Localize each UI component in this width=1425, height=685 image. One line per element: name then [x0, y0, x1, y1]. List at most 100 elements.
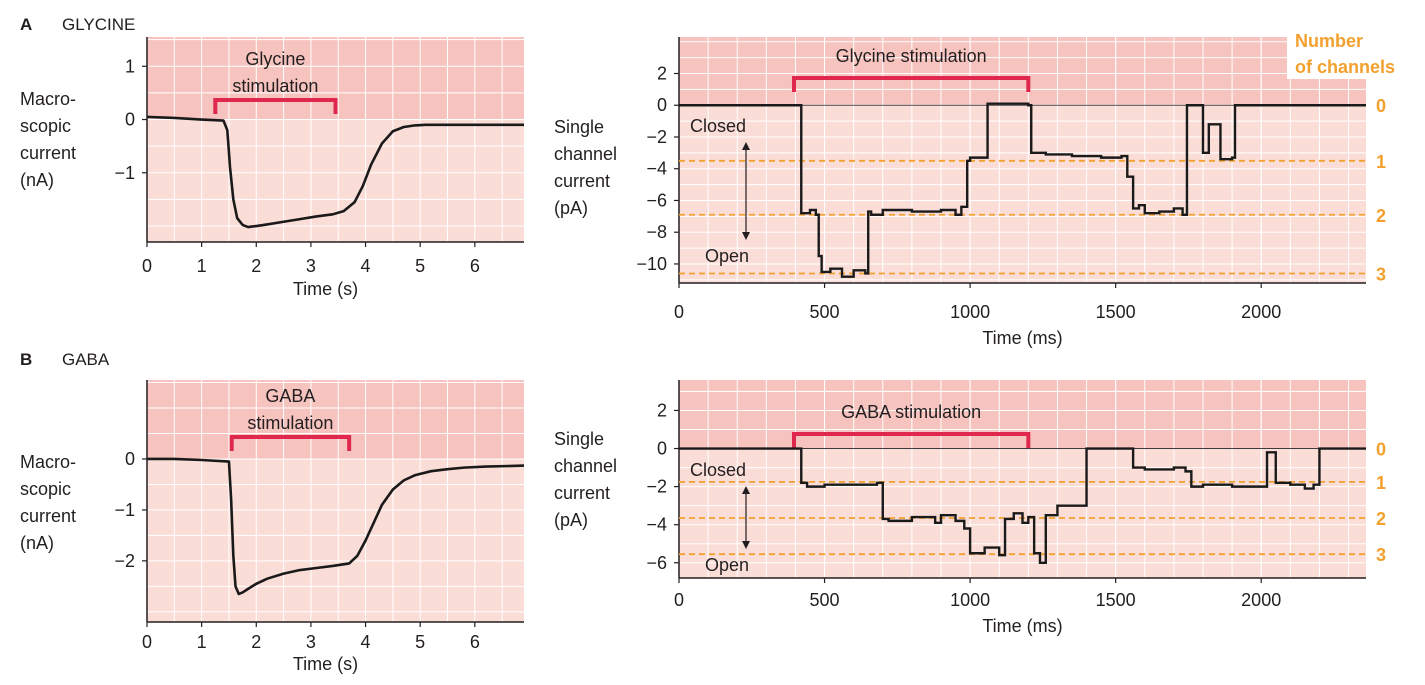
x-tick-label: 4 — [361, 256, 371, 276]
glycine-macro-ylabel: Macro- scopic current (nA) — [20, 89, 76, 190]
glycine-macroscopic-chart: 0 1 2 3 4 5 6 1 0 −1 Time (s) Glycine stimulation — [114, 37, 524, 299]
channels-legend-box — [1287, 27, 1418, 79]
stimulation-bar — [791, 76, 1031, 92]
x-tick-label: 4 — [361, 632, 371, 652]
x-tick-label: 2000 — [1241, 302, 1281, 322]
y-tick-label: 0 — [125, 449, 135, 469]
x-tick-label: 0 — [674, 590, 684, 610]
glycine-single-ylabel: Single channel current (pA) — [554, 117, 617, 218]
x-tick-label: 3 — [306, 632, 316, 652]
y-tick-label: −2 — [114, 551, 135, 571]
positive-region-shading — [679, 380, 1366, 449]
x-tick-label: 1500 — [1096, 590, 1136, 610]
y-tick-label: −1 — [114, 163, 135, 183]
current-trace — [679, 447, 1366, 564]
ylabel-line: (pA) — [554, 198, 588, 218]
stimulation-label: stimulation — [247, 413, 333, 433]
channel-count-label: 1 — [1376, 473, 1386, 493]
channel-count-label: 1 — [1376, 152, 1386, 172]
ylabel-line: current — [20, 143, 76, 163]
y-tick-label: 0 — [125, 110, 135, 130]
channel-count-label: 3 — [1376, 264, 1386, 284]
ylabel-line: current — [554, 483, 610, 503]
open-label: Open — [705, 246, 749, 266]
x-tick-label: 2 — [251, 632, 261, 652]
positive-region-shading — [679, 37, 1366, 106]
panel-b-letter: B — [20, 350, 32, 369]
stimulation-label: stimulation — [232, 76, 318, 96]
x-tick-label: 3 — [306, 256, 316, 276]
x-tick-label: 500 — [810, 590, 840, 610]
closed-label: Closed — [690, 116, 746, 136]
channel-count-label: 2 — [1376, 509, 1386, 529]
stimulation-label: GABA stimulation — [841, 402, 981, 422]
glycine-single-channel-chart: 0 500 1000 1500 2000 2 0 −2 −4 −6 −8 −10 Time (ms) 0 1… — [636, 37, 1386, 348]
x-axis-label: Time (ms) — [982, 616, 1062, 636]
ylabel-line: Single — [554, 117, 604, 137]
y-tick-label: −8 — [646, 222, 667, 242]
x-tick-label: 0 — [674, 302, 684, 322]
channel-count-label: 2 — [1376, 206, 1386, 226]
x-tick-label: 1000 — [950, 302, 990, 322]
channel-count-label: 0 — [1376, 96, 1386, 116]
gaba-macro-ylabel: Macro- scopic current (nA) — [20, 452, 76, 553]
x-tick-label: 500 — [810, 302, 840, 322]
closed-label: Closed — [690, 460, 746, 480]
x-tick-label: 5 — [415, 256, 425, 276]
ylabel-line: channel — [554, 456, 617, 476]
stimulation-label: Glycine — [245, 49, 305, 69]
y-tick-label: 0 — [657, 95, 667, 115]
ylabel-line: current — [554, 171, 610, 191]
x-tick-label: 1 — [197, 632, 207, 652]
stimulation-bar — [229, 435, 352, 451]
arrow-head-down — [742, 541, 750, 549]
y-tick-label: −10 — [636, 254, 667, 274]
ylabel-line: scopic — [20, 116, 71, 136]
y-tick-label: 2 — [657, 64, 667, 84]
current-trace — [679, 102, 1366, 278]
stimulation-bar — [791, 432, 1031, 448]
arrow-head-up — [742, 486, 750, 494]
stimulation-bar — [213, 98, 338, 114]
x-axis-label: Time (s) — [293, 654, 358, 674]
x-axis-label: Time (ms) — [982, 328, 1062, 348]
x-tick-label: 0 — [142, 632, 152, 652]
x-tick-label: 1000 — [950, 590, 990, 610]
y-tick-label: −6 — [646, 553, 667, 573]
ylabel-line: (nA) — [20, 170, 54, 190]
x-axis-label: Time (s) — [293, 279, 358, 299]
x-tick-label: 2 — [251, 256, 261, 276]
arrow-head-up — [742, 142, 750, 150]
y-tick-label: 0 — [657, 439, 667, 459]
y-tick-label: 2 — [657, 400, 667, 420]
panel-b-title: GABA — [62, 350, 110, 369]
ylabel-line: (pA) — [554, 510, 588, 530]
positive-region-shading — [147, 380, 524, 459]
gaba-single-ylabel: Single channel current (pA) — [554, 429, 617, 530]
panel-a-letter: A — [20, 15, 32, 34]
x-tick-label: 1500 — [1096, 302, 1136, 322]
y-tick-label: −6 — [646, 190, 667, 210]
channels-header-line: Number — [1295, 31, 1363, 51]
x-tick-label: 0 — [142, 256, 152, 276]
gaba-single-channel-chart: 0 500 1000 1500 2000 2 0 −2 −4 −6 Time (ms) 0 1 2 3 GAB… — [646, 380, 1386, 636]
ylabel-line: current — [20, 506, 76, 526]
ylabel-line: channel — [554, 144, 617, 164]
y-tick-label: 1 — [125, 56, 135, 76]
current-trace — [147, 457, 525, 596]
panel-a-title: GLYCINE — [62, 15, 135, 34]
y-tick-label: −2 — [646, 127, 667, 147]
ylabel-line: scopic — [20, 479, 71, 499]
arrow-head-down — [742, 232, 750, 240]
x-tick-label: 5 — [415, 632, 425, 652]
x-tick-label: 1 — [197, 256, 207, 276]
y-tick-label: −2 — [646, 477, 667, 497]
x-tick-label: 6 — [470, 632, 480, 652]
ylabel-line: Macro- — [20, 452, 76, 472]
channel-count-label: 0 — [1376, 440, 1386, 460]
ylabel-line: Macro- — [20, 89, 76, 109]
y-tick-label: −4 — [646, 159, 667, 179]
current-trace — [146, 115, 524, 229]
channels-header-line: of channels — [1295, 57, 1395, 77]
